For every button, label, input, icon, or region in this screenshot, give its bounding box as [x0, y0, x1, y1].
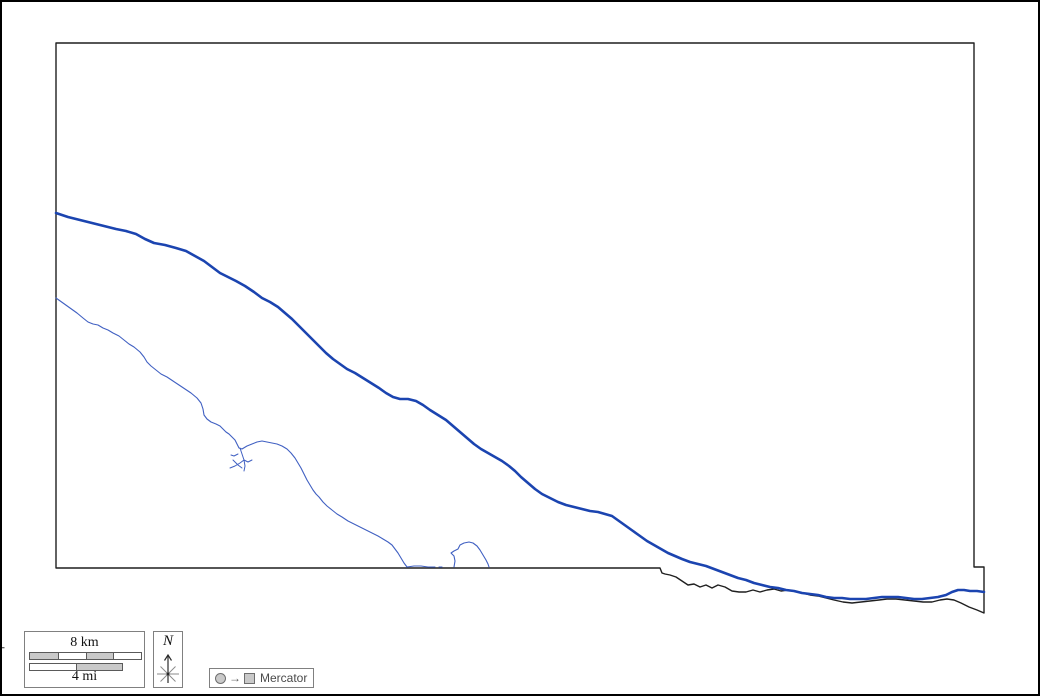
arrow-right-icon: →: [229, 671, 241, 685]
flat-projection-icon: [244, 672, 255, 684]
scale-bar-mi: [29, 663, 123, 671]
north-label: N: [162, 633, 173, 649]
projection-label: Mercator: [260, 671, 308, 685]
globe-sphere-icon: [215, 672, 226, 684]
north-arrow-box: N: [153, 631, 183, 688]
copyright-text: © d-maps.com: [0, 611, 5, 687]
major-river-path: [54, 211, 986, 601]
minor-river-oxbow-loop: [450, 541, 490, 568]
minor-river-tributary-fork: [229, 447, 253, 472]
projection-box: → Mercator: [209, 668, 315, 688]
county-boundary-path: [55, 42, 985, 614]
scale-km-label: 8 km: [70, 635, 99, 650]
scale-bar-box: 8 km 4 mi: [24, 631, 145, 688]
minor-river-path: [55, 297, 408, 568]
compass-star-icon: [157, 653, 179, 683]
scale-bar-km: [29, 652, 142, 660]
minor-river-border-segment: [406, 565, 436, 568]
scale-mi-label: 4 mi: [71, 669, 98, 684]
